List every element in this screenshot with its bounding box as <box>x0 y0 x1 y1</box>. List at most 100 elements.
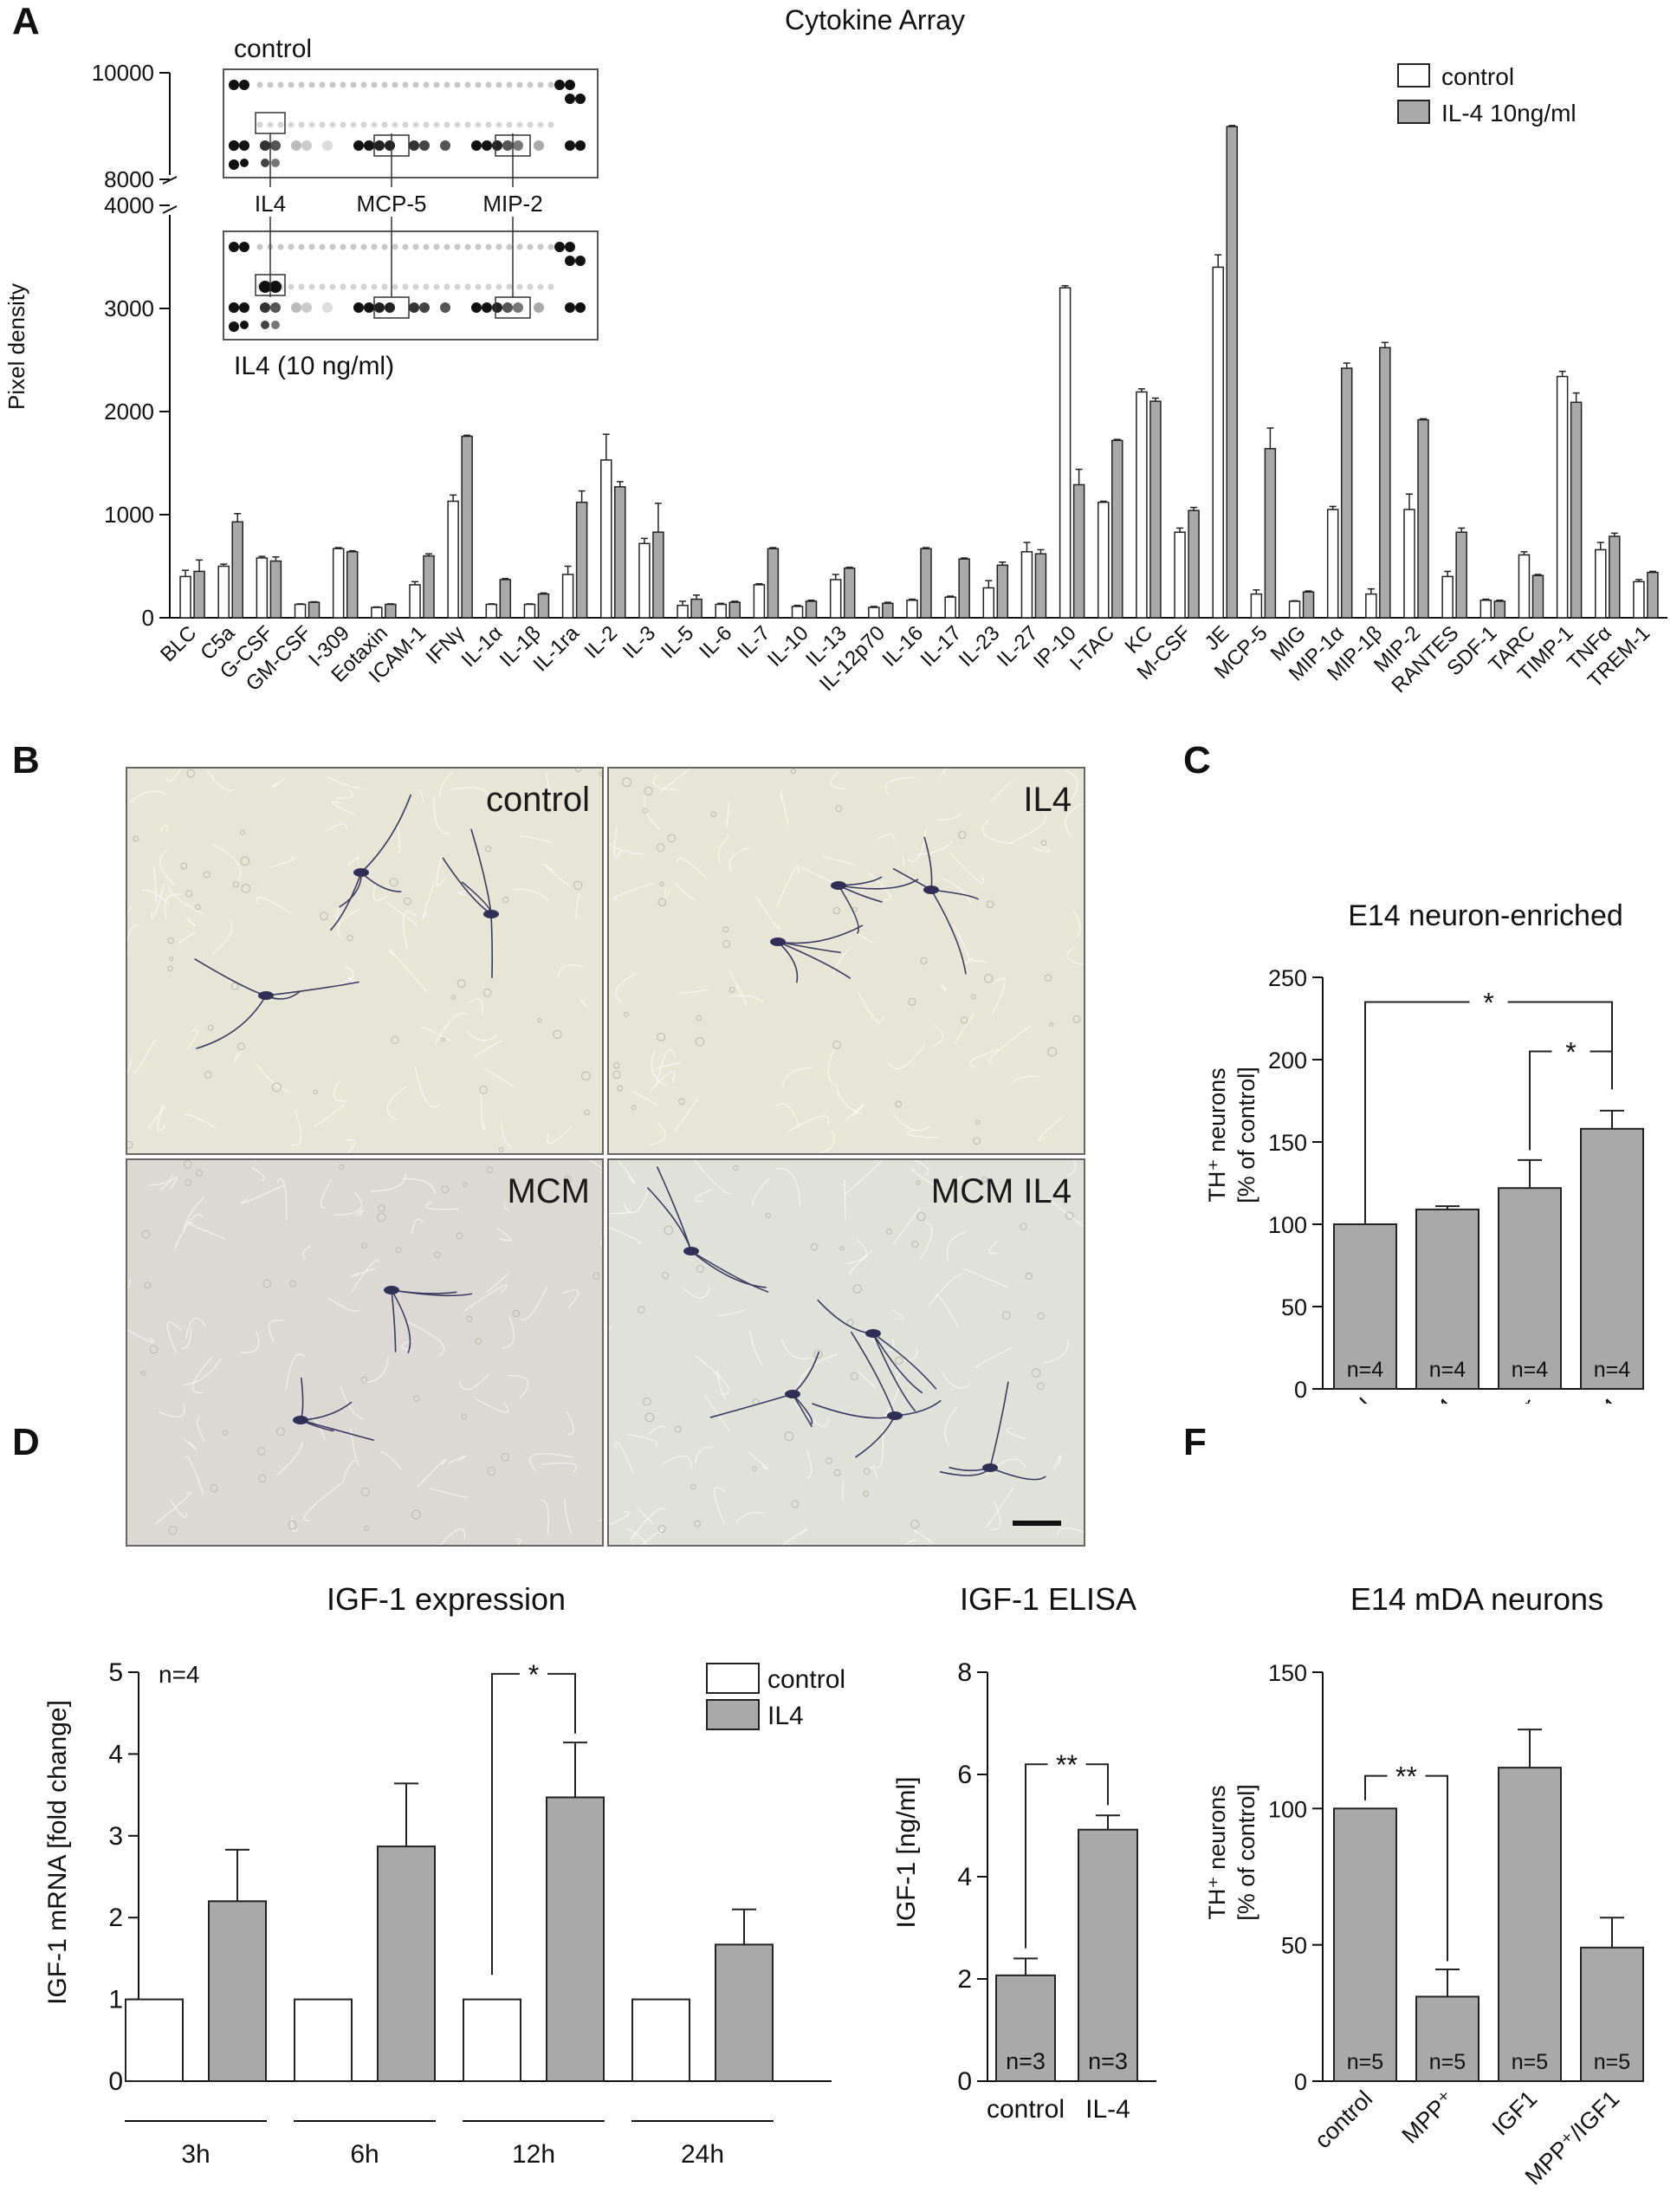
array-spot <box>444 283 450 290</box>
image-texture <box>1066 945 1084 965</box>
array-spot <box>506 81 513 88</box>
image-texture <box>144 1281 152 1289</box>
image-texture <box>413 1395 420 1402</box>
bar-il4 <box>308 601 321 619</box>
bar-il4 <box>715 1943 774 2082</box>
array-spot <box>527 243 534 250</box>
image-texture <box>657 898 667 906</box>
image-texture <box>1064 769 1078 801</box>
n-label: n=3 <box>1088 2048 1128 2074</box>
image-texture <box>658 769 691 794</box>
image-texture <box>291 1109 301 1146</box>
micrograph-label-mcm: MCM <box>507 1172 590 1210</box>
image-texture <box>944 1406 958 1447</box>
image-texture <box>507 1374 529 1399</box>
bar-control <box>1403 509 1415 619</box>
image-texture <box>858 1371 877 1390</box>
bar-il4 <box>231 521 243 619</box>
image-texture <box>360 1376 368 1384</box>
image-texture <box>832 906 841 915</box>
x-tick-label: control <box>1310 2086 1378 2154</box>
image-texture <box>204 1071 212 1079</box>
image-texture <box>752 1177 770 1206</box>
array-spot <box>547 283 554 290</box>
image-texture <box>502 896 509 904</box>
image-texture <box>609 1327 612 1331</box>
array-spot <box>464 283 471 290</box>
image-texture <box>872 1430 884 1469</box>
image-texture <box>623 1190 649 1214</box>
array-spot <box>277 81 284 88</box>
image-texture <box>514 888 550 902</box>
image-texture <box>173 1214 204 1251</box>
image-texture <box>913 1160 929 1176</box>
image-texture <box>662 1272 670 1280</box>
image-texture <box>475 1338 482 1346</box>
neurite <box>391 1289 397 1352</box>
array-spot <box>301 140 312 151</box>
neuron-soma <box>293 1416 308 1424</box>
image-texture <box>950 1175 964 1185</box>
image-texture <box>928 1273 962 1307</box>
bar-il4 <box>1302 591 1315 619</box>
image-texture <box>196 1170 203 1177</box>
array-spot <box>402 283 409 290</box>
bar-il4 <box>1609 535 1621 619</box>
neurite <box>777 941 851 979</box>
image-texture <box>422 883 435 919</box>
bar-control <box>485 603 498 619</box>
image-texture <box>450 995 456 1000</box>
bar-control <box>1250 593 1263 619</box>
y-tick-label: 2 <box>108 1904 123 1932</box>
image-texture <box>276 1178 288 1222</box>
bar-il4 <box>1149 400 1162 619</box>
array-spot <box>513 140 523 151</box>
array-spot <box>340 243 346 250</box>
x-tick-label: IL-1α <box>456 621 507 671</box>
image-texture <box>1007 1426 1026 1440</box>
image-texture <box>1001 1311 1011 1320</box>
chart-f-ylabel-line2: [% of control] <box>1233 1784 1259 1921</box>
bar-il4 <box>652 531 664 619</box>
image-texture <box>151 883 165 920</box>
image-texture <box>275 1427 285 1437</box>
array-spot <box>423 243 430 250</box>
image-texture <box>157 1104 166 1132</box>
array-spot <box>301 302 312 313</box>
bar-il4 <box>1188 509 1200 619</box>
image-texture <box>379 1450 402 1470</box>
bar <box>1415 1995 1480 2083</box>
micrograph-grid: control IL4 MCM MCM IL4 <box>126 767 1085 1547</box>
array-spot <box>565 242 575 252</box>
array-spot <box>475 243 482 250</box>
image-texture <box>303 1481 344 1521</box>
array-spot <box>547 243 554 250</box>
array-spot <box>454 243 461 250</box>
image-texture <box>1037 1114 1065 1141</box>
image-texture <box>268 1320 285 1342</box>
image-texture <box>835 1083 864 1115</box>
bar-control <box>125 1998 184 2083</box>
chart-f-title: E14 mDA neurons <box>1350 1581 1603 1617</box>
image-texture <box>436 855 447 886</box>
array-spot <box>298 243 305 250</box>
image-texture <box>656 1061 682 1069</box>
bar-control <box>715 603 727 619</box>
image-texture <box>159 848 176 886</box>
image-texture <box>333 1191 363 1216</box>
image-texture <box>822 855 857 866</box>
image-texture <box>500 1120 512 1147</box>
bar-control <box>217 565 230 619</box>
bar-il4 <box>423 555 435 619</box>
array-spot <box>412 283 419 290</box>
micrograph-mcm: MCM <box>126 1158 604 1547</box>
bar-control <box>1365 593 1377 619</box>
image-texture <box>438 770 454 799</box>
chart-a-ylabel: Pixel density <box>3 283 29 410</box>
significance-mask <box>520 1661 547 1686</box>
chart-f: E14 mDA neurons TH⁺ neurons [% of contro… <box>1204 1581 1644 2189</box>
array-spot <box>537 243 544 250</box>
array-spot <box>319 283 326 290</box>
image-texture <box>630 1508 666 1541</box>
image-texture <box>910 1168 952 1197</box>
